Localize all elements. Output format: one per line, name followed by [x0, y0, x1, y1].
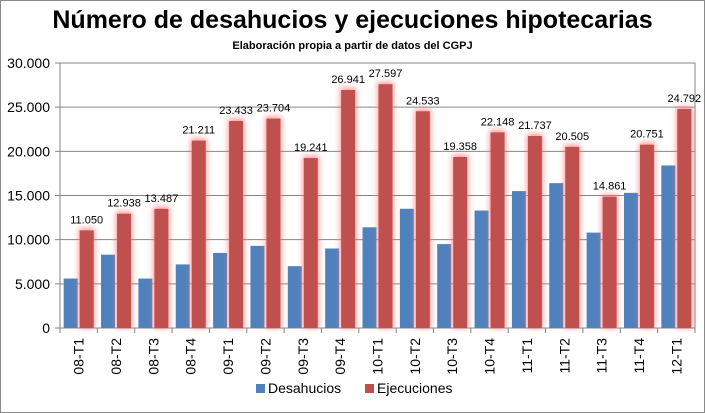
bar-desahucios	[549, 183, 564, 328]
data-label-ejecuciones: 13.487	[145, 193, 179, 205]
bar-desahucios	[138, 278, 153, 328]
bar-ejecuciones	[154, 208, 169, 328]
legend-swatch-ejecuciones	[365, 384, 374, 393]
data-label-ejecuciones: 21.737	[518, 120, 552, 132]
x-tick-label: 10-T1	[370, 338, 386, 375]
data-label-ejecuciones: 24.792	[667, 93, 701, 105]
bar-ejecuciones	[378, 84, 393, 328]
data-label-ejecuciones: 23.433	[219, 105, 253, 117]
x-tick-label: 08-T4	[183, 338, 199, 375]
bar-ejecuciones	[639, 144, 654, 328]
bar-desahucios	[175, 264, 190, 328]
bar-ejecuciones	[341, 90, 356, 328]
data-label-ejecuciones: 21.211	[182, 125, 215, 137]
legend-label-desahucios: Desahucios	[268, 380, 341, 396]
bar-desahucios	[213, 252, 228, 328]
bar-desahucios	[661, 165, 676, 328]
data-label-ejecuciones: 19.358	[443, 141, 477, 153]
bars-layer	[63, 82, 693, 328]
bar-ejecuciones	[191, 140, 206, 328]
data-label-ejecuciones: 27.597	[369, 68, 403, 80]
y-tick-label: 30.000	[7, 55, 50, 71]
bar-desahucios	[325, 248, 340, 328]
x-tick-label: 09-T4	[332, 338, 348, 375]
bar-ejecuciones	[303, 158, 318, 328]
data-label-ejecuciones: 12.938	[107, 198, 141, 210]
bar-ejecuciones	[415, 111, 430, 328]
bar-ejecuciones	[527, 135, 542, 328]
bar-desahucios	[437, 244, 452, 328]
bar-desahucios	[250, 245, 265, 328]
data-label-ejecuciones: 20.505	[555, 131, 589, 143]
data-label-ejecuciones: 26.941	[331, 74, 365, 86]
bar-ejecuciones	[79, 230, 94, 328]
x-tick-label: 11-T2	[556, 338, 572, 374]
bar-desahucios	[511, 191, 526, 328]
bar-ejecuciones	[117, 213, 132, 328]
x-tick-label: 10-T3	[444, 338, 460, 375]
bar-desahucios	[362, 227, 377, 328]
x-tick-label: 11-T4	[631, 338, 647, 374]
bar-desahucios	[101, 254, 116, 328]
chart-subtitle: Elaboración propia a partir de datos del…	[232, 40, 473, 52]
x-tick-label: 11-T3	[594, 338, 610, 374]
y-tick-label: 5.000	[15, 276, 50, 292]
y-tick-label: 20.000	[7, 143, 50, 159]
x-tick-label: 10-T4	[482, 338, 498, 375]
bar-ejecuciones	[490, 132, 505, 328]
data-label-ejecuciones: 24.533	[406, 95, 440, 107]
data-label-ejecuciones: 14.861	[593, 181, 627, 193]
y-tick-label: 10.000	[7, 232, 50, 248]
data-label-ejecuciones: 23.704	[257, 103, 291, 115]
bar-desahucios	[586, 232, 601, 328]
legend-label-ejecuciones: Ejecuciones	[377, 380, 453, 396]
x-tick-label: 10-T2	[407, 338, 423, 375]
data-label-ejecuciones: 19.241	[294, 142, 328, 154]
x-tick-label: 08-T2	[108, 338, 124, 375]
bar-ejecuciones	[229, 121, 244, 328]
bar-desahucios	[287, 266, 302, 328]
y-tick-label: 25.000	[7, 99, 50, 115]
data-label-ejecuciones: 11.050	[70, 214, 103, 226]
y-tick-label: 15.000	[7, 188, 50, 204]
data-label-ejecuciones: 20.751	[630, 129, 664, 141]
x-tick-label: 08-T1	[71, 338, 87, 375]
y-tick-label: 0	[42, 320, 50, 336]
x-tick-label: 09-T1	[220, 338, 236, 375]
bar-desahucios	[474, 210, 489, 328]
bar-ejecuciones	[677, 109, 692, 328]
data-label-ejecuciones: 22.148	[481, 116, 515, 128]
x-tick-label: 11-T1	[519, 338, 535, 374]
bar-ejecuciones	[602, 196, 617, 328]
bar-ejecuciones	[266, 118, 281, 328]
x-tick-label: 09-T2	[257, 338, 273, 375]
bar-desahucios	[63, 278, 78, 328]
x-tick-label: 12-T1	[668, 338, 684, 375]
legend-swatch-desahucios	[256, 384, 265, 393]
bar-ejecuciones	[453, 157, 468, 328]
bar-desahucios	[399, 208, 414, 328]
x-tick-label: 08-T3	[145, 338, 161, 375]
x-tick-label: 09-T3	[295, 338, 311, 375]
chart-title: Número de desahucios y ejecuciones hipot…	[52, 6, 653, 34]
bar-ejecuciones	[565, 146, 580, 328]
legend: Desahucios Ejecuciones	[256, 380, 453, 396]
labels-layer: 0 5.000 10.000 15.000 20.000 25.000 30.000 11.0…	[7, 55, 701, 375]
bar-desahucios	[623, 192, 638, 328]
